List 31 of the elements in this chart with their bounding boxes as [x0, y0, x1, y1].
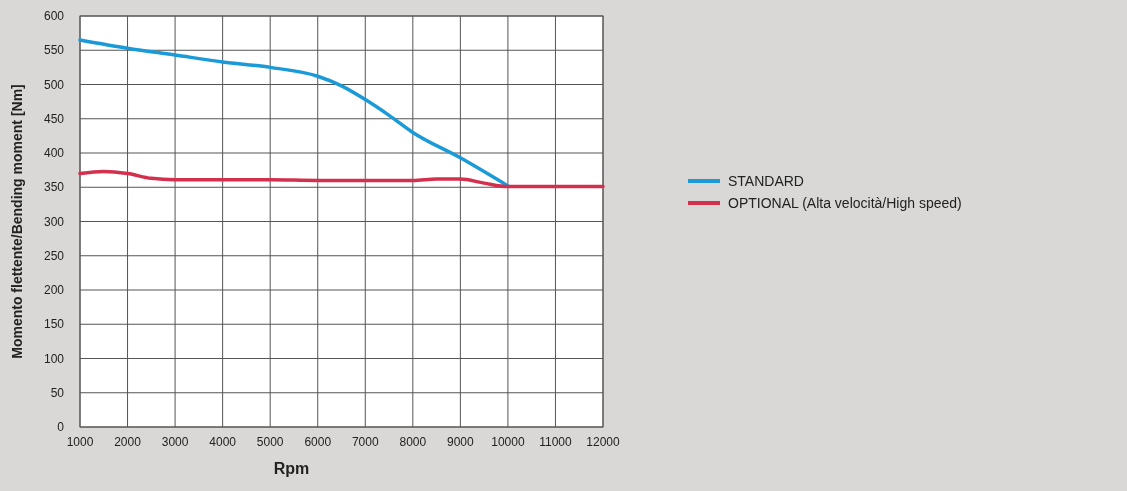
- x-tick-label: 6000: [304, 435, 332, 449]
- x-tick-label: 5000: [256, 435, 284, 449]
- y-tick-label: 550: [43, 43, 65, 58]
- y-tick-label: 450: [43, 111, 65, 126]
- y-tick-label: 50: [50, 385, 65, 400]
- y-tick-label: 500: [43, 77, 65, 92]
- line-series: [78, 38, 510, 188]
- y-tick-label: 300: [43, 214, 65, 229]
- x-tick-label: 4000: [209, 435, 237, 449]
- x-tick-label: 8000: [399, 435, 427, 449]
- x-tick-label: 7000: [351, 435, 379, 449]
- y-tick-label: 600: [43, 9, 65, 23]
- y-axis-title: Momento flettente/Bending moment [Nm]: [9, 84, 25, 359]
- legend-label: STANDARD: [728, 173, 804, 189]
- line-series: [78, 169, 605, 189]
- legend-label: OPTIONAL (Alta velocità/High speed): [728, 195, 962, 211]
- y-tick-label: 400: [43, 146, 65, 160]
- y-tick-label: 250: [43, 248, 65, 263]
- y-tick-label: 0: [57, 420, 65, 434]
- x-tick-label: 1000: [66, 435, 94, 449]
- x-tick-label: 10000: [491, 435, 525, 449]
- y-tick-label: 100: [43, 351, 65, 366]
- x-tick-label: 3000: [161, 435, 189, 449]
- x-tick-label: 2000: [114, 435, 142, 449]
- y-tick-label: 200: [43, 283, 65, 297]
- x-tick-label: 12000: [586, 435, 621, 449]
- x-tick-label: 9000: [447, 435, 475, 449]
- y-tick-label: 350: [43, 180, 65, 195]
- x-tick-label: 11000: [539, 435, 573, 449]
- y-tick-label: 150: [43, 317, 65, 332]
- x-axis-title: Rpm: [273, 460, 310, 477]
